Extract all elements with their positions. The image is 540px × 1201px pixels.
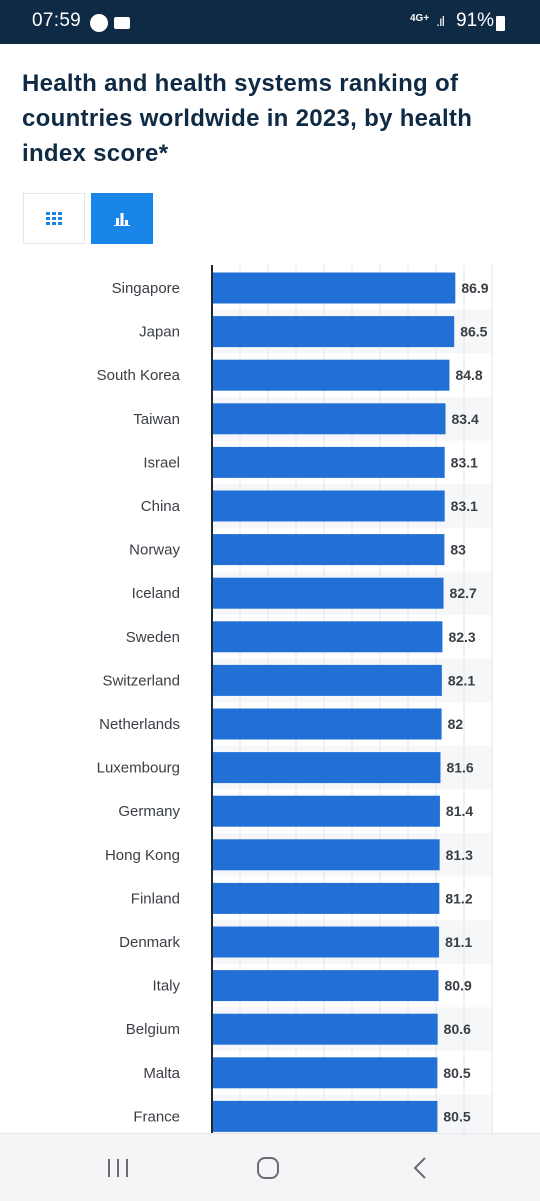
table-view-button[interactable] xyxy=(23,193,85,244)
recents-button[interactable] xyxy=(78,1134,158,1201)
recents-icon xyxy=(108,1158,128,1177)
value-label: 83 xyxy=(450,542,466,558)
value-label: 81.6 xyxy=(446,760,473,776)
category-label: Netherlands xyxy=(99,716,180,733)
battery-icon xyxy=(496,16,505,31)
chart-title: Health and health systems ranking of cou… xyxy=(22,70,473,167)
back-icon xyxy=(413,1156,426,1179)
back-button[interactable] xyxy=(380,1134,460,1201)
value-label: 83.4 xyxy=(452,411,479,427)
category-label: France xyxy=(133,1108,180,1125)
category-label: Denmark xyxy=(119,934,180,951)
value-label: 80.9 xyxy=(445,978,472,994)
category-label: Israel xyxy=(143,454,180,471)
category-label: China xyxy=(141,498,181,515)
value-label: 84.8 xyxy=(455,367,482,383)
view-toggle xyxy=(23,193,154,244)
value-label: 82 xyxy=(448,716,464,732)
bar xyxy=(212,272,456,304)
value-label: 81.2 xyxy=(445,890,472,906)
network-type: 4G+ xyxy=(410,13,430,24)
navigation-bar xyxy=(0,1133,540,1201)
value-label: 80.5 xyxy=(443,1065,470,1081)
bar xyxy=(212,359,450,391)
value-label: 81.1 xyxy=(445,934,472,950)
bar xyxy=(212,403,446,435)
signal-icon: .ıl xyxy=(436,13,445,29)
category-label: Luxembourg xyxy=(97,760,180,777)
value-label: 81.4 xyxy=(446,803,473,819)
bar xyxy=(212,926,440,958)
category-label: Italy xyxy=(152,978,180,995)
value-label: 80.5 xyxy=(443,1108,470,1124)
bar xyxy=(212,534,445,566)
bar-chart: Singapore 86.9 Japan 86.5 South Korea 84.8 Tai… xyxy=(97,265,493,1135)
category-label: Norway xyxy=(129,542,180,559)
bar xyxy=(212,1100,438,1132)
value-label: 82.3 xyxy=(448,629,475,645)
value-label: 86.5 xyxy=(460,324,487,340)
chart-view-button[interactable] xyxy=(91,193,153,244)
category-label: Iceland xyxy=(132,585,180,602)
bar xyxy=(212,577,444,609)
value-label: 82.7 xyxy=(450,585,477,601)
bar xyxy=(212,752,441,784)
category-label: Hong Kong xyxy=(105,847,180,864)
category-label: Malta xyxy=(143,1065,180,1082)
home-icon xyxy=(257,1156,279,1179)
bar xyxy=(212,839,440,871)
value-label: 83.1 xyxy=(451,498,478,514)
bar xyxy=(212,621,443,653)
bar xyxy=(212,970,439,1002)
bar-chart-icon xyxy=(114,212,130,226)
category-label: Singapore xyxy=(112,280,180,297)
value-label: 82.1 xyxy=(448,672,475,688)
bar xyxy=(212,446,445,478)
value-label: 86.9 xyxy=(461,280,488,296)
category-label: Switzerland xyxy=(102,672,180,689)
bar xyxy=(212,664,442,696)
category-label: Germany xyxy=(118,803,180,820)
bar xyxy=(212,1057,438,1089)
table-grid-icon xyxy=(46,211,62,225)
value-label: 81.3 xyxy=(446,847,473,863)
bar xyxy=(212,1013,438,1045)
category-label: Finland xyxy=(131,890,180,907)
bar xyxy=(212,882,440,914)
mail-icon xyxy=(114,17,130,29)
bar xyxy=(212,795,440,827)
status-time: 07:59 xyxy=(32,10,82,31)
home-button[interactable] xyxy=(228,1134,308,1201)
category-label: Sweden xyxy=(126,629,180,646)
battery-level: 91% xyxy=(456,10,495,31)
notification-app-icon xyxy=(90,14,108,32)
category-label: South Korea xyxy=(97,367,181,384)
bar xyxy=(212,708,442,740)
value-label: 80.6 xyxy=(444,1021,471,1037)
bar xyxy=(212,316,455,348)
category-label: Japan xyxy=(139,324,180,341)
category-label: Taiwan xyxy=(133,411,180,428)
bar xyxy=(212,490,445,522)
category-label: Belgium xyxy=(126,1021,180,1038)
status-bar: 07:59 4G+ .ıl 91% xyxy=(0,0,540,44)
value-label: 83.1 xyxy=(451,454,478,470)
